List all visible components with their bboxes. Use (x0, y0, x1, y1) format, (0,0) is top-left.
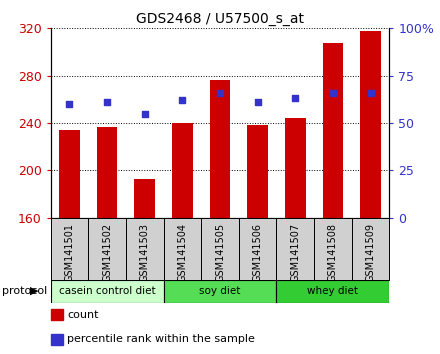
Text: ▶: ▶ (30, 286, 39, 296)
Text: protocol: protocol (2, 286, 48, 296)
Point (367, 90, 374, 96)
Text: GSM141503: GSM141503 (140, 223, 150, 282)
Point (103, 99, 110, 105)
Point (292, 96, 299, 101)
Text: GSM141506: GSM141506 (253, 223, 263, 282)
Bar (239, 218, 276, 280)
Bar (360, 31, 381, 218)
Text: percentile rank within the sample: percentile rank within the sample (67, 335, 255, 344)
Text: GSM141505: GSM141505 (215, 223, 225, 282)
Text: GSM141501: GSM141501 (64, 223, 74, 282)
Bar (276, 218, 314, 280)
Title: GDS2468 / U57500_s_at: GDS2468 / U57500_s_at (136, 12, 304, 26)
Text: GSM141504: GSM141504 (177, 223, 187, 282)
Point (66, 101, 73, 107)
Bar (314, 218, 352, 280)
Bar (51, 280, 164, 303)
Point (254, 99, 261, 105)
Bar (201, 218, 239, 280)
Text: GSM141502: GSM141502 (102, 223, 112, 282)
Point (330, 90, 337, 96)
Text: soy diet: soy diet (199, 286, 241, 296)
Text: whey diet: whey diet (308, 286, 359, 296)
Bar (285, 118, 306, 218)
Bar (88, 218, 126, 280)
Bar (97, 127, 117, 218)
Point (179, 97, 186, 103)
Point (216, 90, 224, 96)
Bar (164, 218, 201, 280)
Bar (209, 80, 231, 218)
Bar (134, 179, 155, 218)
Bar (59, 130, 80, 218)
Text: count: count (67, 310, 99, 320)
Bar (164, 280, 276, 303)
Bar (276, 280, 389, 303)
Bar (172, 123, 193, 218)
Point (141, 111, 148, 116)
Text: GSM141509: GSM141509 (366, 223, 376, 282)
Bar (323, 42, 343, 218)
Text: GSM141507: GSM141507 (290, 223, 300, 282)
Bar (352, 218, 389, 280)
Text: casein control diet: casein control diet (59, 286, 155, 296)
Bar (126, 218, 164, 280)
Bar (51, 218, 88, 280)
Text: GSM141508: GSM141508 (328, 223, 338, 282)
Bar (247, 125, 268, 218)
